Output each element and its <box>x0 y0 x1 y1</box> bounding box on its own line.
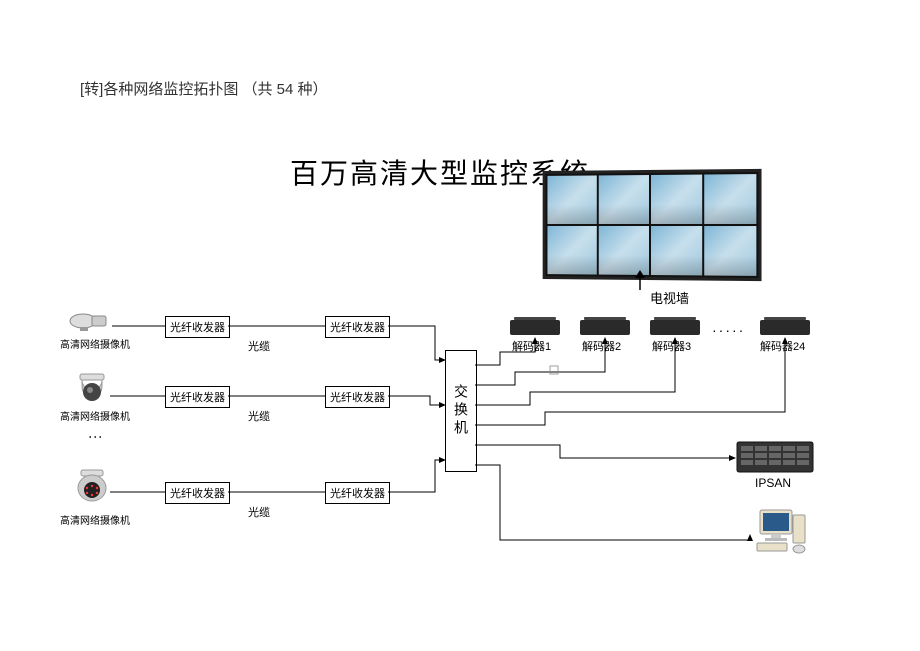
decoder-label: 解码器3 <box>652 338 691 354</box>
tv-screen <box>651 175 702 224</box>
fiber-cable-label: 光缆 <box>248 408 270 424</box>
tv-screen <box>651 226 702 275</box>
network-switch: 交换机 <box>445 350 477 472</box>
topology-diagram: 百万高清大型监控系统 电视墙 解码器1 解码器2 解码器3 ····· 解码器2… <box>60 140 870 610</box>
arrow-up-icon <box>630 270 650 290</box>
ipsan-storage-icon <box>735 440 815 475</box>
tv-screen <box>599 226 649 275</box>
fiber-transceiver: 光纤收发器 <box>165 482 230 504</box>
decoder-device <box>580 320 630 335</box>
tv-wall <box>543 169 762 281</box>
dome-camera-icon <box>76 372 108 404</box>
camera-ellipsis: ⋮ <box>88 430 104 446</box>
fiber-transceiver: 光纤收发器 <box>325 482 390 504</box>
decoder-label: 解码器2 <box>582 338 621 354</box>
camera-label: 高清网络摄像机 <box>60 336 130 351</box>
tv-screen <box>704 174 756 224</box>
decoder-device <box>760 320 810 335</box>
tv-screen <box>599 175 649 224</box>
fiber-cable-label: 光缆 <box>248 504 270 520</box>
fiber-transceiver: 光纤收发器 <box>325 316 390 338</box>
decoder-device <box>510 320 560 335</box>
decoder-device <box>650 320 700 335</box>
pc-workstation-icon <box>755 505 810 555</box>
fiber-transceiver: 光纤收发器 <box>325 386 390 408</box>
fiber-transceiver: 光纤收发器 <box>165 386 230 408</box>
bullet-camera-icon <box>68 310 113 332</box>
ipsan-label: IPSAN <box>755 476 791 490</box>
fiber-cable-label: 光缆 <box>248 338 270 354</box>
tv-screen <box>547 226 596 275</box>
fiber-transceiver: 光纤收发器 <box>165 316 230 338</box>
decoder-label: 解码器24 <box>760 338 805 354</box>
tv-screen <box>547 175 596 224</box>
decoder-ellipsis: ····· <box>712 322 745 338</box>
camera-label: 高清网络摄像机 <box>60 512 130 527</box>
ptz-camera-icon <box>75 468 109 508</box>
decoder-label: 解码器1 <box>512 338 551 354</box>
document-title: [转]各种网络监控拓扑图 （共 54 种） <box>80 78 328 99</box>
tv-wall-label: 电视墙 <box>650 288 689 307</box>
camera-label: 高清网络摄像机 <box>60 408 130 423</box>
tv-screen <box>704 226 756 276</box>
